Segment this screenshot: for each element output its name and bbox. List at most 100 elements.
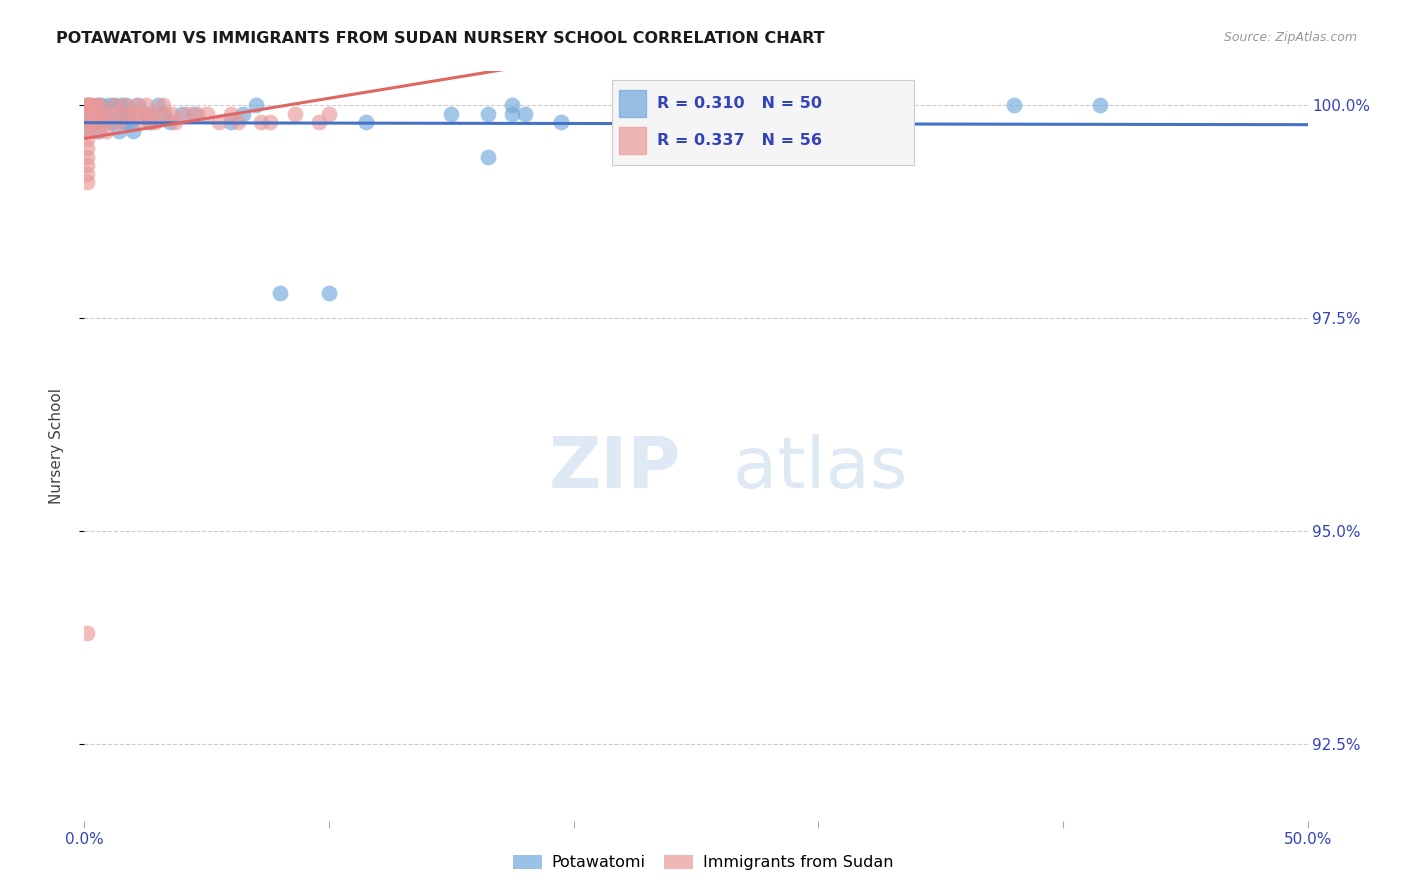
Point bbox=[259, 115, 281, 129]
Point bbox=[100, 115, 122, 129]
Point bbox=[87, 124, 110, 138]
Point bbox=[117, 107, 139, 121]
Text: R = 0.310   N = 50: R = 0.310 N = 50 bbox=[657, 95, 823, 111]
Point bbox=[152, 98, 174, 112]
Point bbox=[1002, 98, 1025, 112]
Y-axis label: Nursery School: Nursery School bbox=[49, 388, 63, 504]
Point bbox=[228, 115, 250, 129]
Point bbox=[135, 107, 157, 121]
Text: ZIP: ZIP bbox=[550, 434, 682, 503]
Point bbox=[117, 107, 139, 121]
Point bbox=[86, 98, 108, 112]
Point bbox=[127, 98, 149, 112]
Point bbox=[115, 98, 138, 112]
Point bbox=[77, 98, 100, 112]
Point bbox=[76, 107, 98, 121]
Point bbox=[76, 175, 98, 189]
Point bbox=[76, 107, 98, 121]
Point bbox=[269, 285, 291, 300]
Point bbox=[208, 115, 231, 129]
Point bbox=[159, 115, 181, 129]
Point bbox=[136, 107, 159, 121]
Point bbox=[440, 107, 463, 121]
Point bbox=[249, 115, 271, 129]
Point bbox=[163, 115, 186, 129]
Point bbox=[122, 107, 145, 121]
Point bbox=[122, 124, 145, 138]
Point bbox=[86, 98, 108, 112]
Point bbox=[86, 124, 108, 138]
Point bbox=[86, 115, 108, 129]
Point bbox=[219, 115, 242, 129]
Point bbox=[139, 115, 162, 129]
Point bbox=[93, 115, 115, 129]
Point bbox=[112, 98, 135, 112]
Point bbox=[105, 107, 128, 121]
Point bbox=[86, 115, 108, 129]
Point bbox=[308, 115, 330, 129]
Point bbox=[90, 107, 112, 121]
Point bbox=[502, 98, 524, 112]
Point bbox=[76, 98, 98, 112]
Legend: Potawatomi, Immigrants from Sudan: Potawatomi, Immigrants from Sudan bbox=[506, 848, 900, 877]
Point bbox=[139, 115, 162, 129]
Point bbox=[831, 98, 853, 112]
Point bbox=[76, 149, 98, 163]
Point bbox=[110, 107, 132, 121]
Point bbox=[550, 115, 572, 129]
Point bbox=[105, 107, 128, 121]
Point bbox=[143, 115, 166, 129]
Point bbox=[219, 107, 242, 121]
Point bbox=[513, 107, 536, 121]
Point bbox=[142, 107, 165, 121]
Point bbox=[76, 115, 98, 129]
Point bbox=[76, 124, 98, 138]
Point bbox=[172, 107, 194, 121]
Point bbox=[318, 285, 340, 300]
Point bbox=[90, 98, 112, 112]
Point bbox=[284, 107, 307, 121]
Text: Source: ZipAtlas.com: Source: ZipAtlas.com bbox=[1223, 31, 1357, 45]
Point bbox=[83, 115, 105, 129]
Point bbox=[186, 107, 208, 121]
Point bbox=[86, 107, 108, 121]
Text: POTAWATOMI VS IMMIGRANTS FROM SUDAN NURSERY SCHOOL CORRELATION CHART: POTAWATOMI VS IMMIGRANTS FROM SUDAN NURS… bbox=[56, 31, 825, 46]
Point bbox=[77, 98, 100, 112]
Point bbox=[232, 107, 254, 121]
Point bbox=[103, 98, 125, 112]
Point bbox=[152, 107, 174, 121]
Point bbox=[96, 124, 118, 138]
Point bbox=[127, 107, 149, 121]
Point bbox=[120, 115, 142, 129]
Point bbox=[146, 98, 169, 112]
Point bbox=[112, 115, 135, 129]
Point bbox=[76, 132, 98, 146]
Point bbox=[86, 107, 108, 121]
Point bbox=[195, 107, 218, 121]
Point bbox=[502, 107, 524, 121]
Point bbox=[76, 158, 98, 172]
Point bbox=[76, 98, 98, 112]
Point bbox=[354, 115, 377, 129]
Point bbox=[80, 107, 103, 121]
Point bbox=[107, 115, 129, 129]
Point bbox=[129, 115, 152, 129]
Point bbox=[183, 107, 205, 121]
Point bbox=[76, 167, 98, 181]
Point bbox=[97, 98, 120, 112]
Point bbox=[162, 107, 184, 121]
Point bbox=[76, 107, 98, 121]
Point bbox=[477, 107, 499, 121]
Point bbox=[76, 626, 98, 640]
Point bbox=[97, 107, 120, 121]
Point bbox=[93, 107, 115, 121]
Text: R = 0.337   N = 56: R = 0.337 N = 56 bbox=[657, 133, 823, 148]
Point bbox=[80, 98, 103, 112]
Point bbox=[245, 98, 267, 112]
Point bbox=[83, 107, 105, 121]
Point bbox=[76, 115, 98, 129]
Point bbox=[107, 124, 129, 138]
Point bbox=[76, 124, 98, 138]
Point bbox=[153, 107, 176, 121]
Bar bbox=[619, 127, 647, 154]
